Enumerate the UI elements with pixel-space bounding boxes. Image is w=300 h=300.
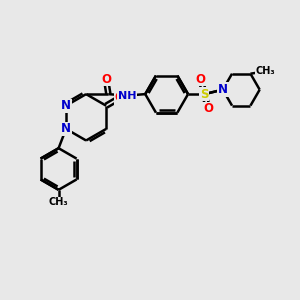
Text: O: O (101, 73, 111, 86)
Text: N: N (61, 122, 71, 135)
Text: S: S (200, 88, 208, 100)
Text: O: O (115, 92, 124, 104)
Text: CH₃: CH₃ (256, 66, 275, 76)
Text: CH₃: CH₃ (49, 197, 68, 207)
Text: O: O (203, 103, 213, 116)
Text: NH: NH (118, 91, 136, 100)
Text: O: O (196, 73, 206, 86)
Text: N: N (61, 99, 71, 112)
Text: N: N (218, 83, 228, 96)
